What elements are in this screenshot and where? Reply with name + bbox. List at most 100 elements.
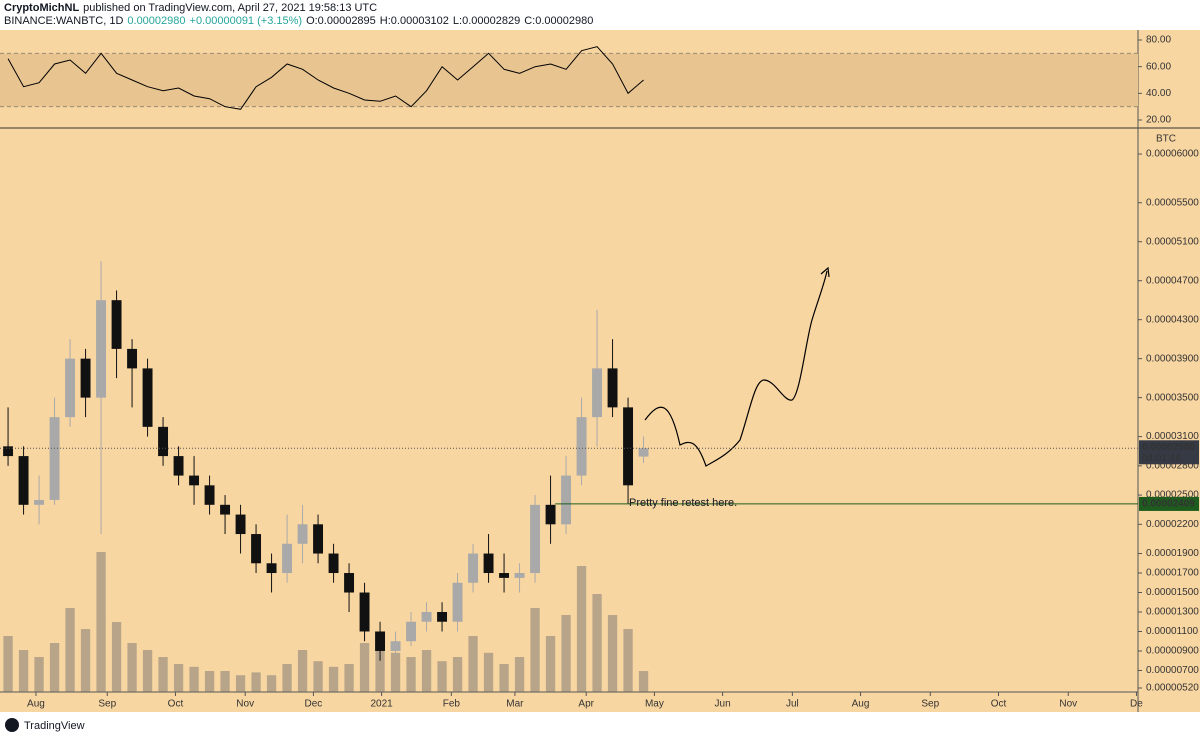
candle-body: [220, 504, 231, 515]
volume-bar: [142, 650, 153, 692]
volume-bar: [576, 566, 587, 692]
x-tick-label: Nov: [236, 699, 254, 710]
candle-body: [142, 368, 153, 427]
candle-body: [390, 641, 401, 651]
y-tick-label: 0.00001700: [1146, 568, 1199, 579]
volume-bar: [266, 675, 277, 692]
x-tick-label: Jul: [786, 699, 799, 710]
candle-body: [452, 582, 463, 622]
ohlc-high: H:0.00003102: [380, 15, 449, 27]
volume-bar: [49, 643, 60, 692]
x-tick-label: Feb: [443, 699, 461, 710]
candle-body: [251, 534, 262, 564]
volume-bar: [235, 675, 246, 692]
candle-body: [359, 592, 370, 632]
volume-bar: [96, 552, 106, 692]
candle-body: [3, 446, 14, 457]
candle-body: [65, 358, 76, 418]
y-tick-label: 0.00001100: [1146, 626, 1199, 637]
candle-body: [158, 426, 169, 457]
volume-bar: [514, 657, 525, 692]
ohlc-close: C:0.00002980: [524, 15, 593, 27]
y-tick-label: 0.00002200: [1146, 519, 1199, 530]
candle-body: [173, 456, 184, 476]
y-tick-label: 0.00004700: [1146, 275, 1199, 286]
published: published on TradingView.com, April 27, …: [83, 2, 377, 14]
y-tick-label: 60.00: [1146, 61, 1171, 72]
candle-body: [189, 475, 200, 486]
volume-bar: [220, 671, 230, 692]
y-tick-label: 0.00000520: [1146, 683, 1199, 694]
volume-bar: [437, 661, 447, 692]
candle-body: [18, 456, 29, 505]
volume-bar: [530, 608, 540, 692]
volume-bar: [638, 671, 649, 692]
volume-bar: [313, 661, 323, 692]
volume-bar: [607, 615, 618, 692]
candle-body: [49, 417, 60, 500]
countdown-label: 04:01:48: [1142, 453, 1181, 464]
rsi-line: [7, 46, 644, 110]
volume-bar: [359, 643, 370, 692]
x-tick-label: Mar: [506, 699, 524, 710]
candle-body: [468, 553, 479, 583]
volume-bar: [158, 657, 168, 692]
y-tick-label: 0.00005100: [1146, 236, 1199, 247]
x-tick-label: Aug: [852, 699, 870, 710]
volume-bar: [65, 608, 75, 692]
volume-bar: [452, 657, 463, 692]
volume-bar: [189, 666, 199, 692]
volume-bar: [282, 664, 292, 692]
candle-body: [623, 407, 634, 486]
volume-bar: [328, 666, 339, 692]
y-tick-label: 80.00: [1146, 35, 1171, 46]
candle-body: [282, 543, 293, 574]
volume-bar: [173, 664, 184, 692]
candle-body: [204, 485, 215, 505]
volume-bar: [111, 622, 122, 692]
candle-body: [638, 448, 649, 457]
volume-bar: [561, 615, 571, 692]
y-tick-label: 0.00003500: [1146, 392, 1199, 403]
volume-bar: [483, 652, 494, 692]
x-tick-label: May: [645, 699, 664, 710]
x-tick-label: Apr: [578, 699, 594, 710]
candle-body: [313, 524, 324, 554]
candle-body: [561, 475, 572, 525]
y-tick-label: 0.00002800: [1146, 460, 1199, 471]
last-price-tag: [1139, 440, 1199, 465]
y-tick-label: 0.00003100: [1146, 431, 1199, 442]
candle-body: [297, 524, 308, 544]
volume-bar: [18, 650, 29, 692]
y-tick-label: 20.00: [1146, 115, 1171, 126]
x-tick-label: Nov: [1059, 699, 1077, 710]
change: +0.00000091 (+3.15%): [190, 15, 303, 27]
candle-body: [344, 573, 355, 593]
volume-bar: [390, 652, 401, 692]
support-tag: [1139, 496, 1199, 511]
annotation: Pretty fine retest here.: [629, 497, 737, 509]
rsi-band: [0, 53, 1138, 107]
y-tick-label: 0.00001500: [1146, 587, 1199, 598]
candle-body: [266, 563, 277, 574]
x-tick-label: Jun: [715, 699, 731, 710]
volume-bar: [421, 650, 432, 692]
footer-bg: [0, 712, 1200, 738]
plot: 20.00 40.00 60.00 80.00 0.00006000 0.00005500…: [0, 35, 1199, 710]
publisher: CryptoMichNL: [4, 2, 79, 14]
candle-body: [607, 368, 618, 408]
x-tick-label: Oct: [991, 699, 1007, 710]
volume-bar: [34, 657, 44, 692]
candle-body: [96, 300, 107, 398]
x-tick-label: 2021: [370, 699, 393, 710]
last-price-label: 0.00002980: [1142, 442, 1195, 453]
support-label: 0.00002409: [1142, 499, 1195, 510]
candle-body: [235, 514, 246, 535]
volume-bar: [80, 629, 91, 692]
volume-bar: [297, 650, 308, 692]
y-tick-label: 0.00001300: [1146, 607, 1199, 618]
candle-body: [80, 358, 91, 398]
header-line-1: CryptoMichNL published on TradingView.com…: [4, 2, 377, 14]
